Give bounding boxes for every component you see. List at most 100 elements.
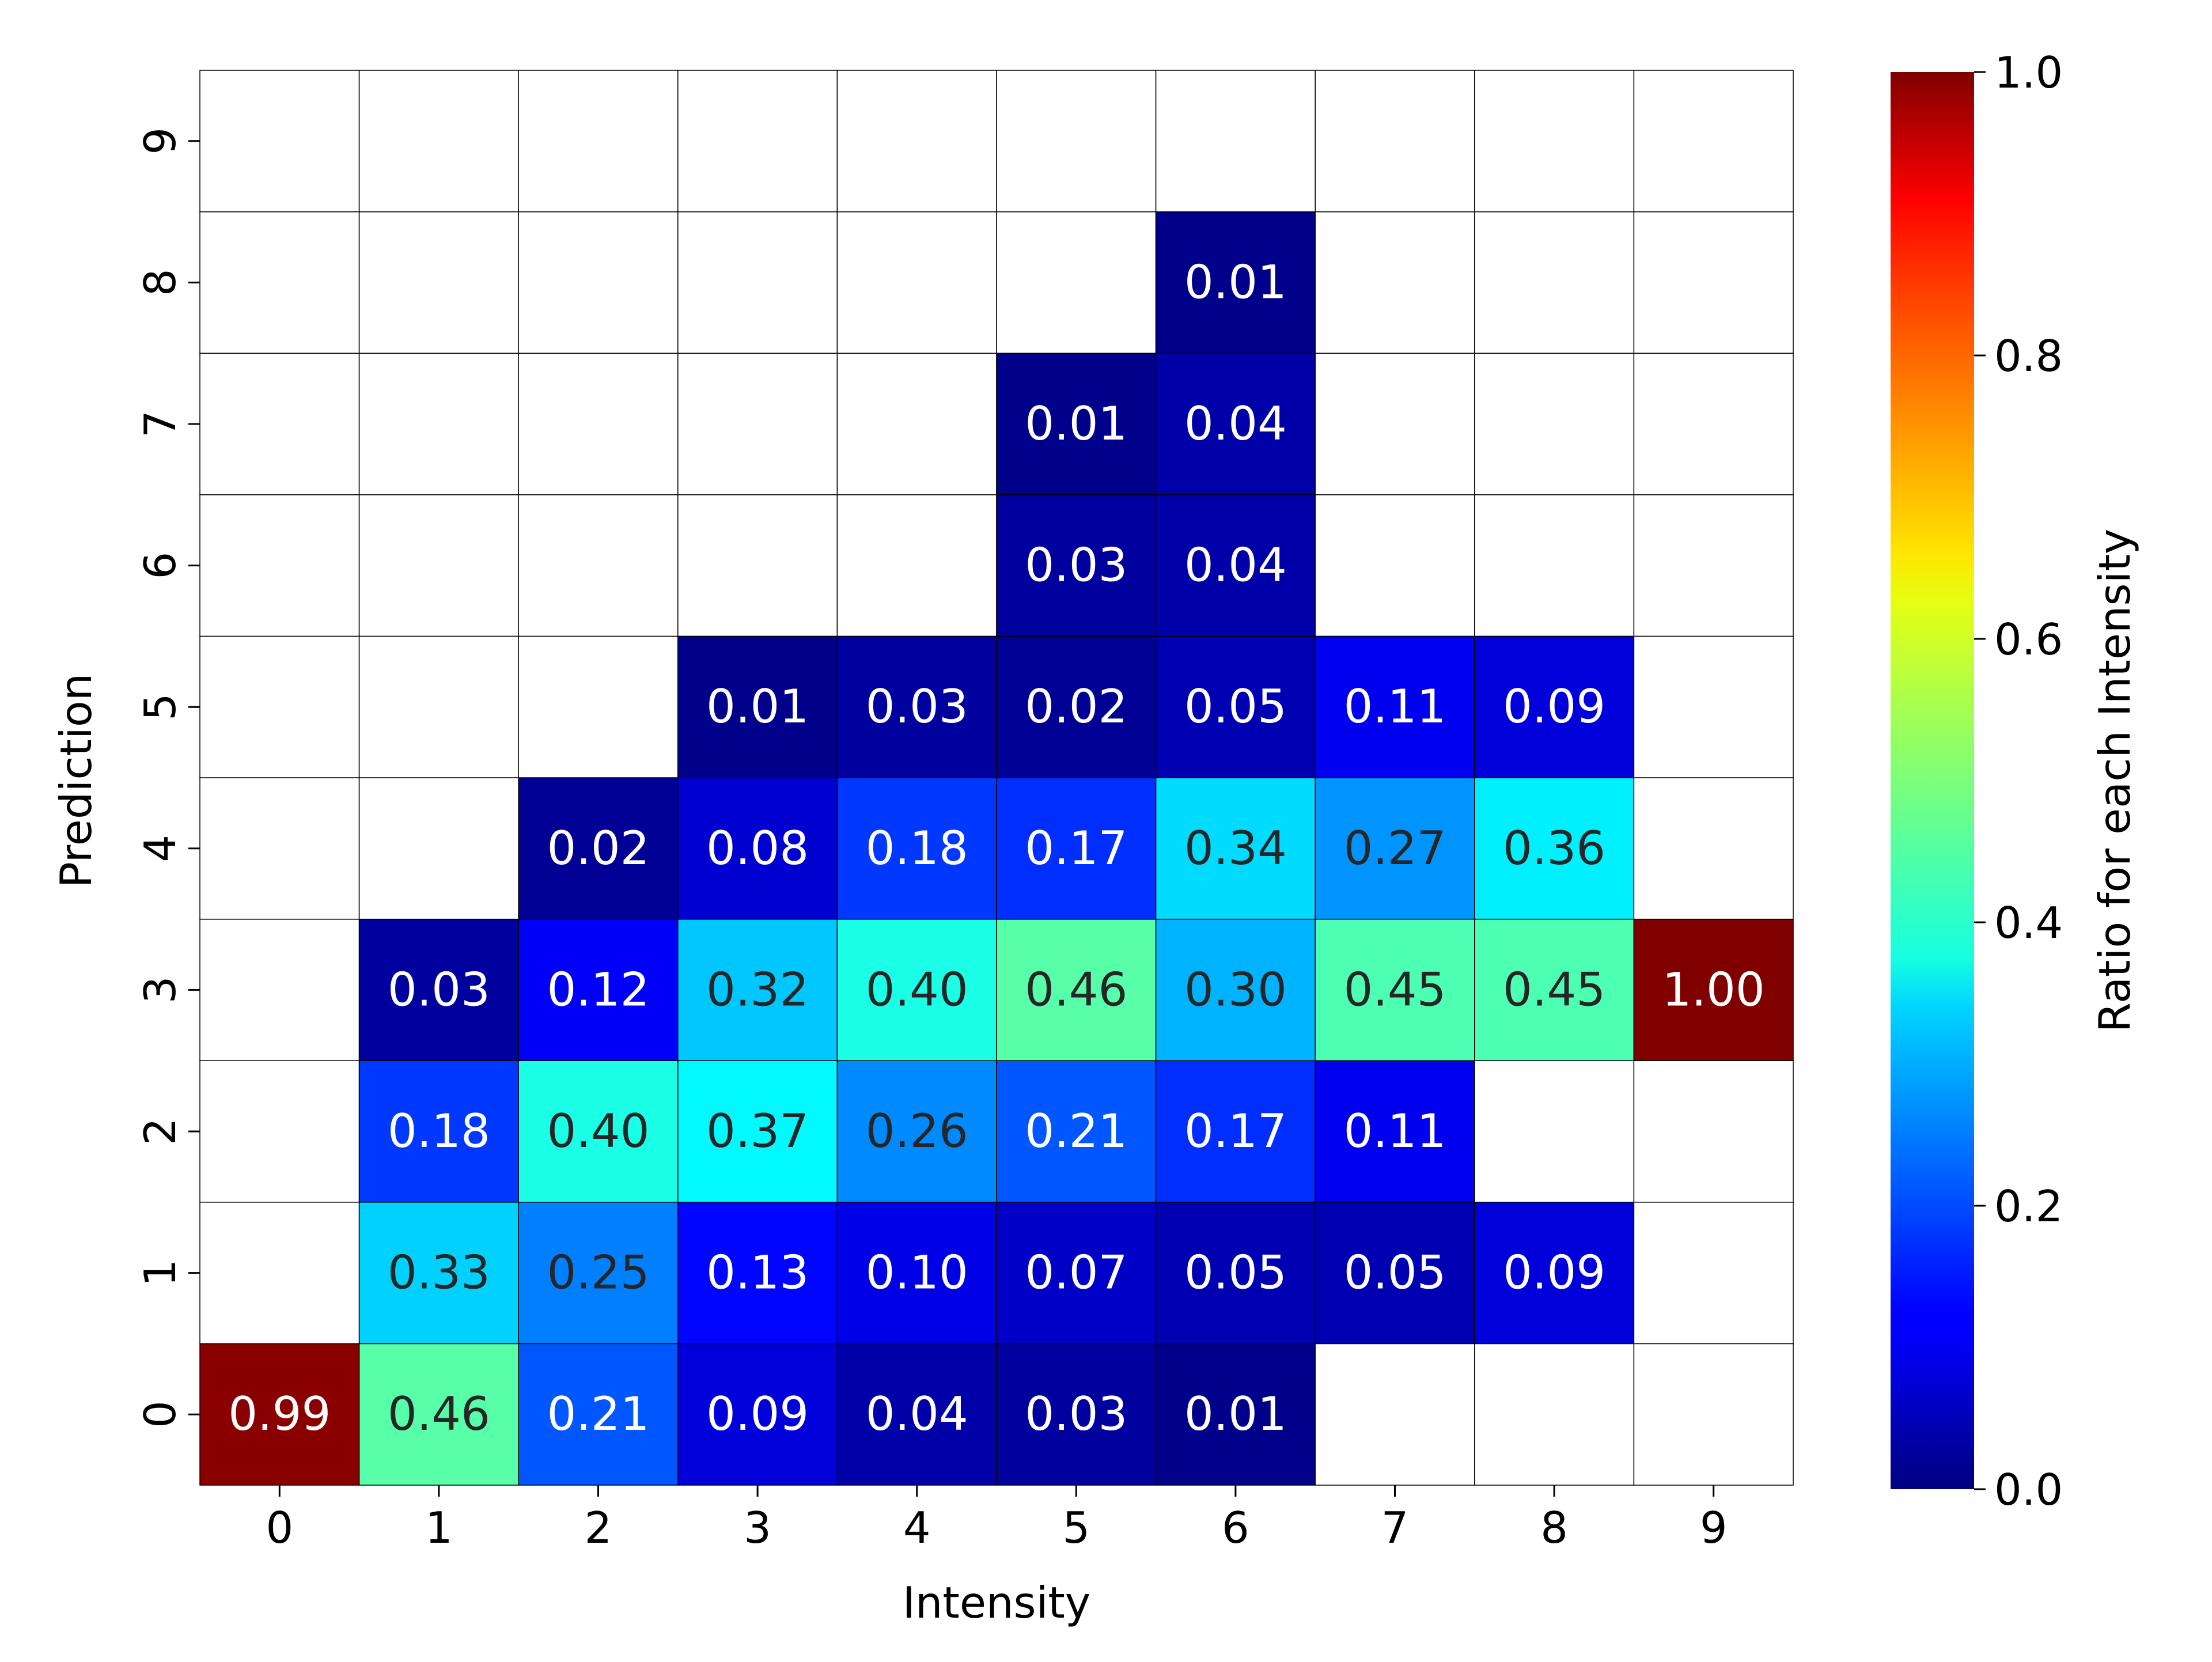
heatmap-cell-2-6	[518, 494, 679, 637]
heatmap-cell-7-6	[1315, 494, 1475, 637]
heatmap-cell-0-0	[199, 1343, 360, 1486]
cell-label-8-4: 0.36	[1503, 821, 1605, 875]
cell-label-9-3: 1.00	[1662, 963, 1765, 1016]
y-tick-label-2: 2	[135, 1118, 185, 1145]
x-tick-label-1: 1	[425, 1502, 453, 1553]
heatmap-cell-3-8	[677, 211, 838, 354]
cell-label-5-6: 0.03	[1025, 539, 1127, 592]
y-tick-label-9: 9	[135, 127, 185, 155]
heatmap-cell-7-1	[1315, 1202, 1475, 1345]
x-axis: 0 1 2 3 4 5 6 7 8 9	[266, 1485, 1728, 1553]
heatmap-cell-1-8	[358, 211, 519, 354]
heatmap-cell-8-4	[1474, 777, 1635, 920]
heatmap-cell-5-9	[996, 70, 1157, 213]
heatmap-cell-0-1	[199, 1202, 360, 1345]
heatmap-cell-9-6	[1633, 494, 1794, 637]
heatmap-cell-8-2	[1474, 1060, 1635, 1203]
heatmap-cell-9-8	[1633, 211, 1794, 354]
heatmap-cell-4-6	[836, 494, 997, 637]
colorbar-tick-label-0.2: 0.2	[1994, 1181, 2063, 1232]
heatmap-cell-3-7	[677, 353, 838, 495]
heatmap-cell-8-8	[1474, 211, 1635, 354]
heatmap-cell-5-4	[996, 777, 1157, 920]
y-tick-label-5: 5	[135, 693, 185, 721]
heatmap-cell-4-0	[836, 1343, 997, 1486]
x-tick-label-6: 6	[1222, 1502, 1249, 1553]
cell-label-8-1: 0.09	[1503, 1246, 1605, 1300]
heatmap-cell-0-3	[199, 918, 360, 1061]
y-tick-label-6: 6	[135, 552, 185, 580]
heatmap-cell-7-2	[1315, 1060, 1475, 1203]
y-tick-label-4: 4	[135, 835, 185, 862]
x-tick-label-5: 5	[1062, 1502, 1090, 1553]
plot-area: 0.99 0.46 0.33 0.18 0.03 0.21 0.25 0.40 0.12 0.02…	[199, 70, 1794, 1486]
heatmap-cell-2-4	[518, 777, 679, 920]
x-tick-label-3: 3	[744, 1502, 771, 1553]
heatmap-cell-1-6	[358, 494, 519, 637]
cell-label-1-2: 0.18	[388, 1104, 490, 1158]
heatmap-cell-9-4	[1633, 777, 1794, 920]
colorbar-tick-label-0.4: 0.4	[1994, 898, 2063, 948]
heatmap-cell-5-3	[996, 918, 1157, 1061]
heatmap-cell-9-0	[1633, 1343, 1794, 1486]
cell-label-4-2: 0.26	[866, 1104, 968, 1158]
x-tick-label-8: 8	[1540, 1502, 1568, 1553]
cell-label-6-7: 0.04	[1184, 397, 1287, 450]
heatmap-cell-6-9	[1155, 70, 1316, 213]
x-tick-label-0: 0	[266, 1502, 293, 1553]
heatmap-cell-0-6	[199, 494, 360, 637]
heatmap-cell-3-5	[677, 635, 838, 778]
colorbar-tick-label-1.0: 1.0	[1994, 47, 2063, 98]
heatmap-cell-6-4	[1155, 777, 1316, 920]
colorbar-tick-label-0.6: 0.6	[1994, 614, 2063, 665]
heatmap-cell-9-7	[1633, 353, 1794, 495]
heatmap-cell-3-9	[677, 70, 838, 213]
cell-label-5-7: 0.01	[1025, 397, 1127, 450]
cell-label-6-1: 0.05	[1184, 1246, 1287, 1300]
cell-label-1-3: 0.03	[388, 963, 490, 1016]
heatmap-cell-1-4	[358, 777, 519, 920]
cell-label-4-4: 0.18	[866, 821, 968, 875]
colorbar: 0.0 0.2 0.4 0.6 0.8 1.0	[1891, 47, 2063, 1515]
heatmap-cell-9-3	[1633, 918, 1794, 1061]
heatmap-cell-0-4	[199, 777, 360, 920]
heatmap-cell-0-7	[199, 353, 360, 495]
heatmap-cell-3-6	[677, 494, 838, 637]
heatmap-cell-2-7	[518, 353, 679, 495]
heatmap-cell-7-3	[1315, 918, 1475, 1061]
cell-label-3-5: 0.01	[706, 680, 809, 733]
heatmap-cell-7-5	[1315, 635, 1475, 778]
cell-label-3-4: 0.08	[706, 821, 809, 875]
heatmap-cell-1-3	[358, 918, 519, 1061]
heatmap-cell-5-2	[996, 1060, 1157, 1203]
cell-label-3-1: 0.13	[706, 1246, 809, 1300]
cell-label-4-0: 0.04	[866, 1387, 968, 1441]
heatmap-cell-6-7	[1155, 353, 1316, 495]
y-axis: 0 1 2 3 4 5 6 7 8 9	[135, 127, 200, 1428]
cell-label-7-2: 0.11	[1343, 1104, 1446, 1158]
cell-label-2-4: 0.02	[547, 821, 649, 875]
cell-label-5-5: 0.02	[1025, 680, 1127, 733]
cell-label-6-3: 0.30	[1184, 963, 1287, 1016]
heatmap-cell-9-1	[1633, 1202, 1794, 1345]
cell-label-3-0: 0.09	[706, 1387, 809, 1441]
cell-label-5-0: 0.03	[1025, 1387, 1127, 1441]
cell-label-1-0: 0.46	[388, 1387, 490, 1441]
x-axis-label: Intensity	[903, 1577, 1090, 1628]
cell-label-5-4: 0.17	[1025, 821, 1127, 875]
heatmap-cell-1-0	[358, 1343, 519, 1486]
heatmap-cell-4-1	[836, 1202, 997, 1345]
cell-label-2-1: 0.25	[547, 1246, 649, 1300]
colorbar-tick-label-0.0: 0.0	[1994, 1464, 2063, 1515]
cell-label-3-3: 0.32	[706, 963, 809, 1016]
cell-label-0-0: 0.99	[228, 1387, 331, 1441]
heatmap-cell-0-5	[199, 635, 360, 778]
heatmap-cell-7-7	[1315, 353, 1475, 495]
x-tick-label-7: 7	[1381, 1502, 1409, 1553]
cell-label-1-1: 0.33	[388, 1246, 490, 1300]
heatmap-cell-4-4	[836, 777, 997, 920]
heatmap-cell-2-2	[518, 1060, 679, 1203]
heatmap-cell-4-3	[836, 918, 997, 1061]
y-tick-label-3: 3	[135, 976, 185, 1004]
